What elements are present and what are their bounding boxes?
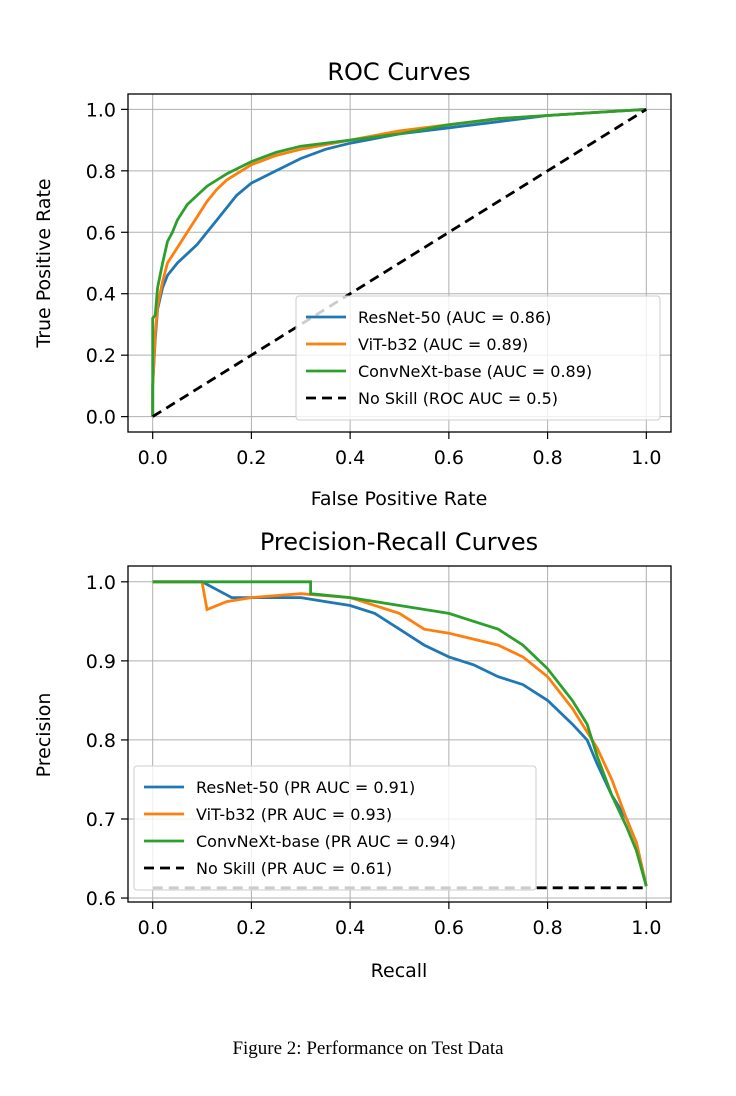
figure-caption: Figure 2: Performance on Test Data [232, 1038, 504, 1059]
roc-series [151, 108, 648, 418]
pr-y-tick-label: 0.8 [86, 730, 116, 752]
roc-y-axis-label: True Positive Rate [33, 178, 55, 348]
pr-chart: Precision-Recall Curves 0.0 0.2 0.4 0.6 0.8 1… [33, 528, 672, 982]
pr-x-tick-label: 0.8 [532, 917, 562, 939]
roc-title: ROC Curves [327, 58, 470, 86]
roc-y-tick-label: 0.2 [86, 345, 116, 367]
roc-legend-label: ViT-b32 (AUC = 0.89) [358, 335, 528, 354]
roc-x-tick-label: 0.0 [138, 447, 168, 469]
roc-x-tick-label: 0.2 [236, 447, 266, 469]
pr-x-tick-label: 0.4 [335, 917, 365, 939]
roc-series-line-4 [151, 108, 648, 418]
pr-y-tick-label: 0.9 [86, 651, 116, 673]
roc-legend-label: ConvNeXt-base (AUC = 0.89) [358, 362, 592, 381]
roc-chart: ROC Curves 0.0 0.2 0.4 0.6 0.8 1.00.00.20.40.… [33, 58, 672, 510]
pr-title: Precision-Recall Curves [260, 528, 538, 556]
roc-x-tick-label: 0.8 [532, 447, 562, 469]
pr-series-line-2 [152, 580, 648, 887]
roc-y-tick-label: 0.0 [86, 407, 116, 429]
roc-y-tick-label: 0.4 [86, 284, 116, 306]
pr-x-tick-label: 0.0 [138, 917, 168, 939]
roc-plot-frame [127, 93, 672, 433]
pr-legend-label: ResNet-50 (PR AUC = 0.91) [196, 778, 415, 797]
pr-y-axis-label: Precision [33, 693, 55, 778]
pr-legend-label: No Skill (PR AUC = 0.61) [196, 859, 392, 878]
pr-y-tick-label: 0.7 [86, 809, 116, 831]
pr-x-tick-label: 0.6 [434, 917, 464, 939]
pr-x-tick-label: 0.2 [236, 917, 266, 939]
pr-legend-box [133, 765, 537, 891]
roc-legend-label: ResNet-50 (AUC = 0.86) [358, 308, 551, 327]
pr-y-tick-label: 1.0 [86, 572, 116, 594]
roc-y-tick-label: 1.0 [86, 99, 116, 121]
roc-y-tick-label: 0.8 [86, 161, 116, 183]
roc-x-tick-label: 1.0 [631, 447, 661, 469]
pr-x-tick-label: 1.0 [631, 917, 661, 939]
roc-series-line-3 [151, 108, 647, 417]
pr-x-axis-label: Recall [371, 960, 428, 982]
pr-legend-label: ViT-b32 (PR AUC = 0.93) [196, 805, 392, 824]
roc-legend: ResNet-50 (AUC = 0.86) ViT-b32 (AUC = 0.8… [295, 295, 661, 421]
figure: ROC Curves 0.0 0.2 0.4 0.6 0.8 1.00.00.20.40.… [33, 58, 672, 982]
pr-plot-frame [127, 565, 672, 903]
roc-grid [128, 94, 671, 432]
roc-x-tick-label: 0.4 [335, 447, 365, 469]
roc-x-tick-label: 0.6 [434, 447, 464, 469]
roc-legend-label: No Skill (ROC AUC = 0.5) [358, 389, 558, 408]
pr-ticks: 0.0 0.2 0.4 0.6 0.8 1.0 0.6 0.7 0.8 0.9 1.0 [86, 572, 662, 939]
pr-legend-label: ConvNeXt-base (PR AUC = 0.94) [196, 832, 456, 851]
roc-x-axis-label: False Positive Rate [311, 488, 488, 510]
roc-legend-box [295, 295, 661, 421]
pr-y-tick-label: 0.6 [86, 888, 116, 910]
roc-y-tick-label: 0.6 [86, 222, 116, 244]
pr-series-line-3 [152, 580, 648, 887]
pr-legend: ResNet-50 (PR AUC = 0.91) ViT-b32 (PR AUC… [133, 765, 537, 891]
roc-ticks: 0.0 0.2 0.4 0.6 0.8 1.0 0.0 0.2 0.4 0.6 0.8 1.0 [86, 99, 662, 469]
